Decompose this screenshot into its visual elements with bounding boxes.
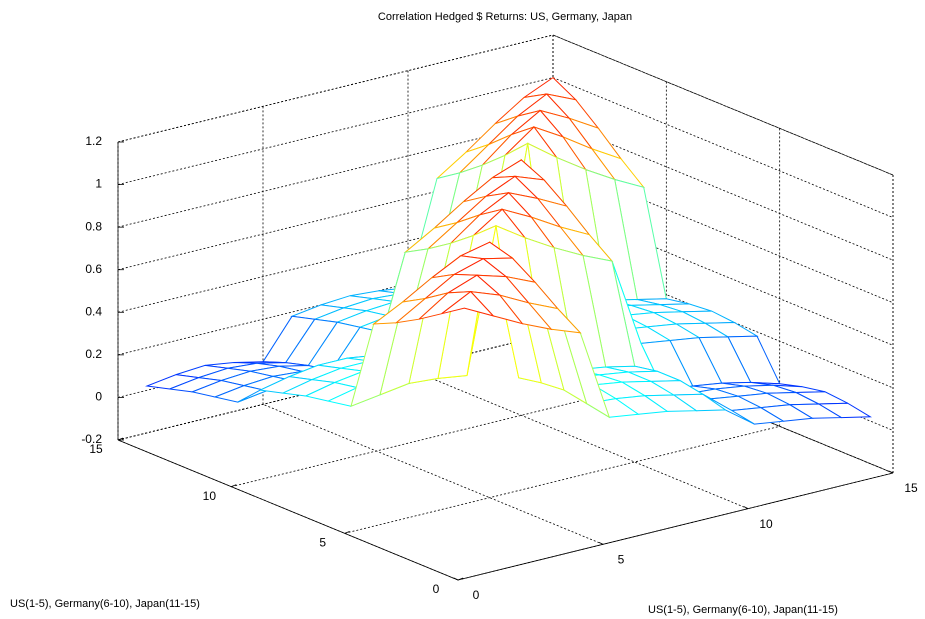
grid-line [552, 77, 894, 218]
z-tick-label: 0 [95, 390, 102, 404]
y-tick [117, 437, 124, 441]
z-tick-label: -0.2 [81, 432, 102, 446]
y-tick-label: 5 [319, 536, 326, 550]
x-tick [888, 470, 894, 474]
chart-title: Correlation Hedged $ Returns: US, German… [378, 11, 632, 23]
x-axis [457, 472, 894, 581]
mesh-cell [441, 290, 495, 317]
box-edge [552, 34, 894, 176]
y-axis [117, 439, 459, 581]
x-tick [453, 577, 459, 581]
grid-line [117, 77, 554, 185]
grid-line [552, 332, 894, 474]
grid-line [262, 403, 604, 545]
y-tick [344, 530, 350, 534]
y-tick-label: 0 [433, 582, 440, 596]
x-tick [598, 541, 604, 545]
y-tick [457, 577, 464, 581]
z-tick-label: 0.2 [85, 347, 102, 361]
grid-line [407, 368, 749, 510]
y-axis-label: US(1-5), Germany(6-10), Japan(11-15) [10, 598, 200, 610]
z-tick-label: 1 [95, 177, 102, 191]
grid-line [344, 425, 780, 534]
grid-line [117, 332, 554, 441]
z-tick-label: 0.8 [85, 219, 102, 233]
grid-line [117, 34, 554, 143]
z-tick-label: 0.6 [85, 262, 102, 276]
z-tick-label: 0.4 [85, 304, 102, 318]
x-axis-label: US(1-5), Germany(6-10), Japan(11-15) [648, 604, 838, 616]
y-tick-label: 15 [89, 442, 103, 456]
y-tick-label: 10 [203, 489, 217, 503]
x-tick-label: 5 [618, 553, 625, 567]
x-tick-label: 15 [904, 481, 918, 495]
grid-line [552, 34, 894, 176]
x-tick-label: 0 [473, 588, 480, 602]
z-tick-label: 1.2 [85, 134, 102, 148]
y-tick [231, 484, 237, 488]
x-tick [743, 506, 749, 510]
x-tick-label: 10 [759, 517, 773, 531]
